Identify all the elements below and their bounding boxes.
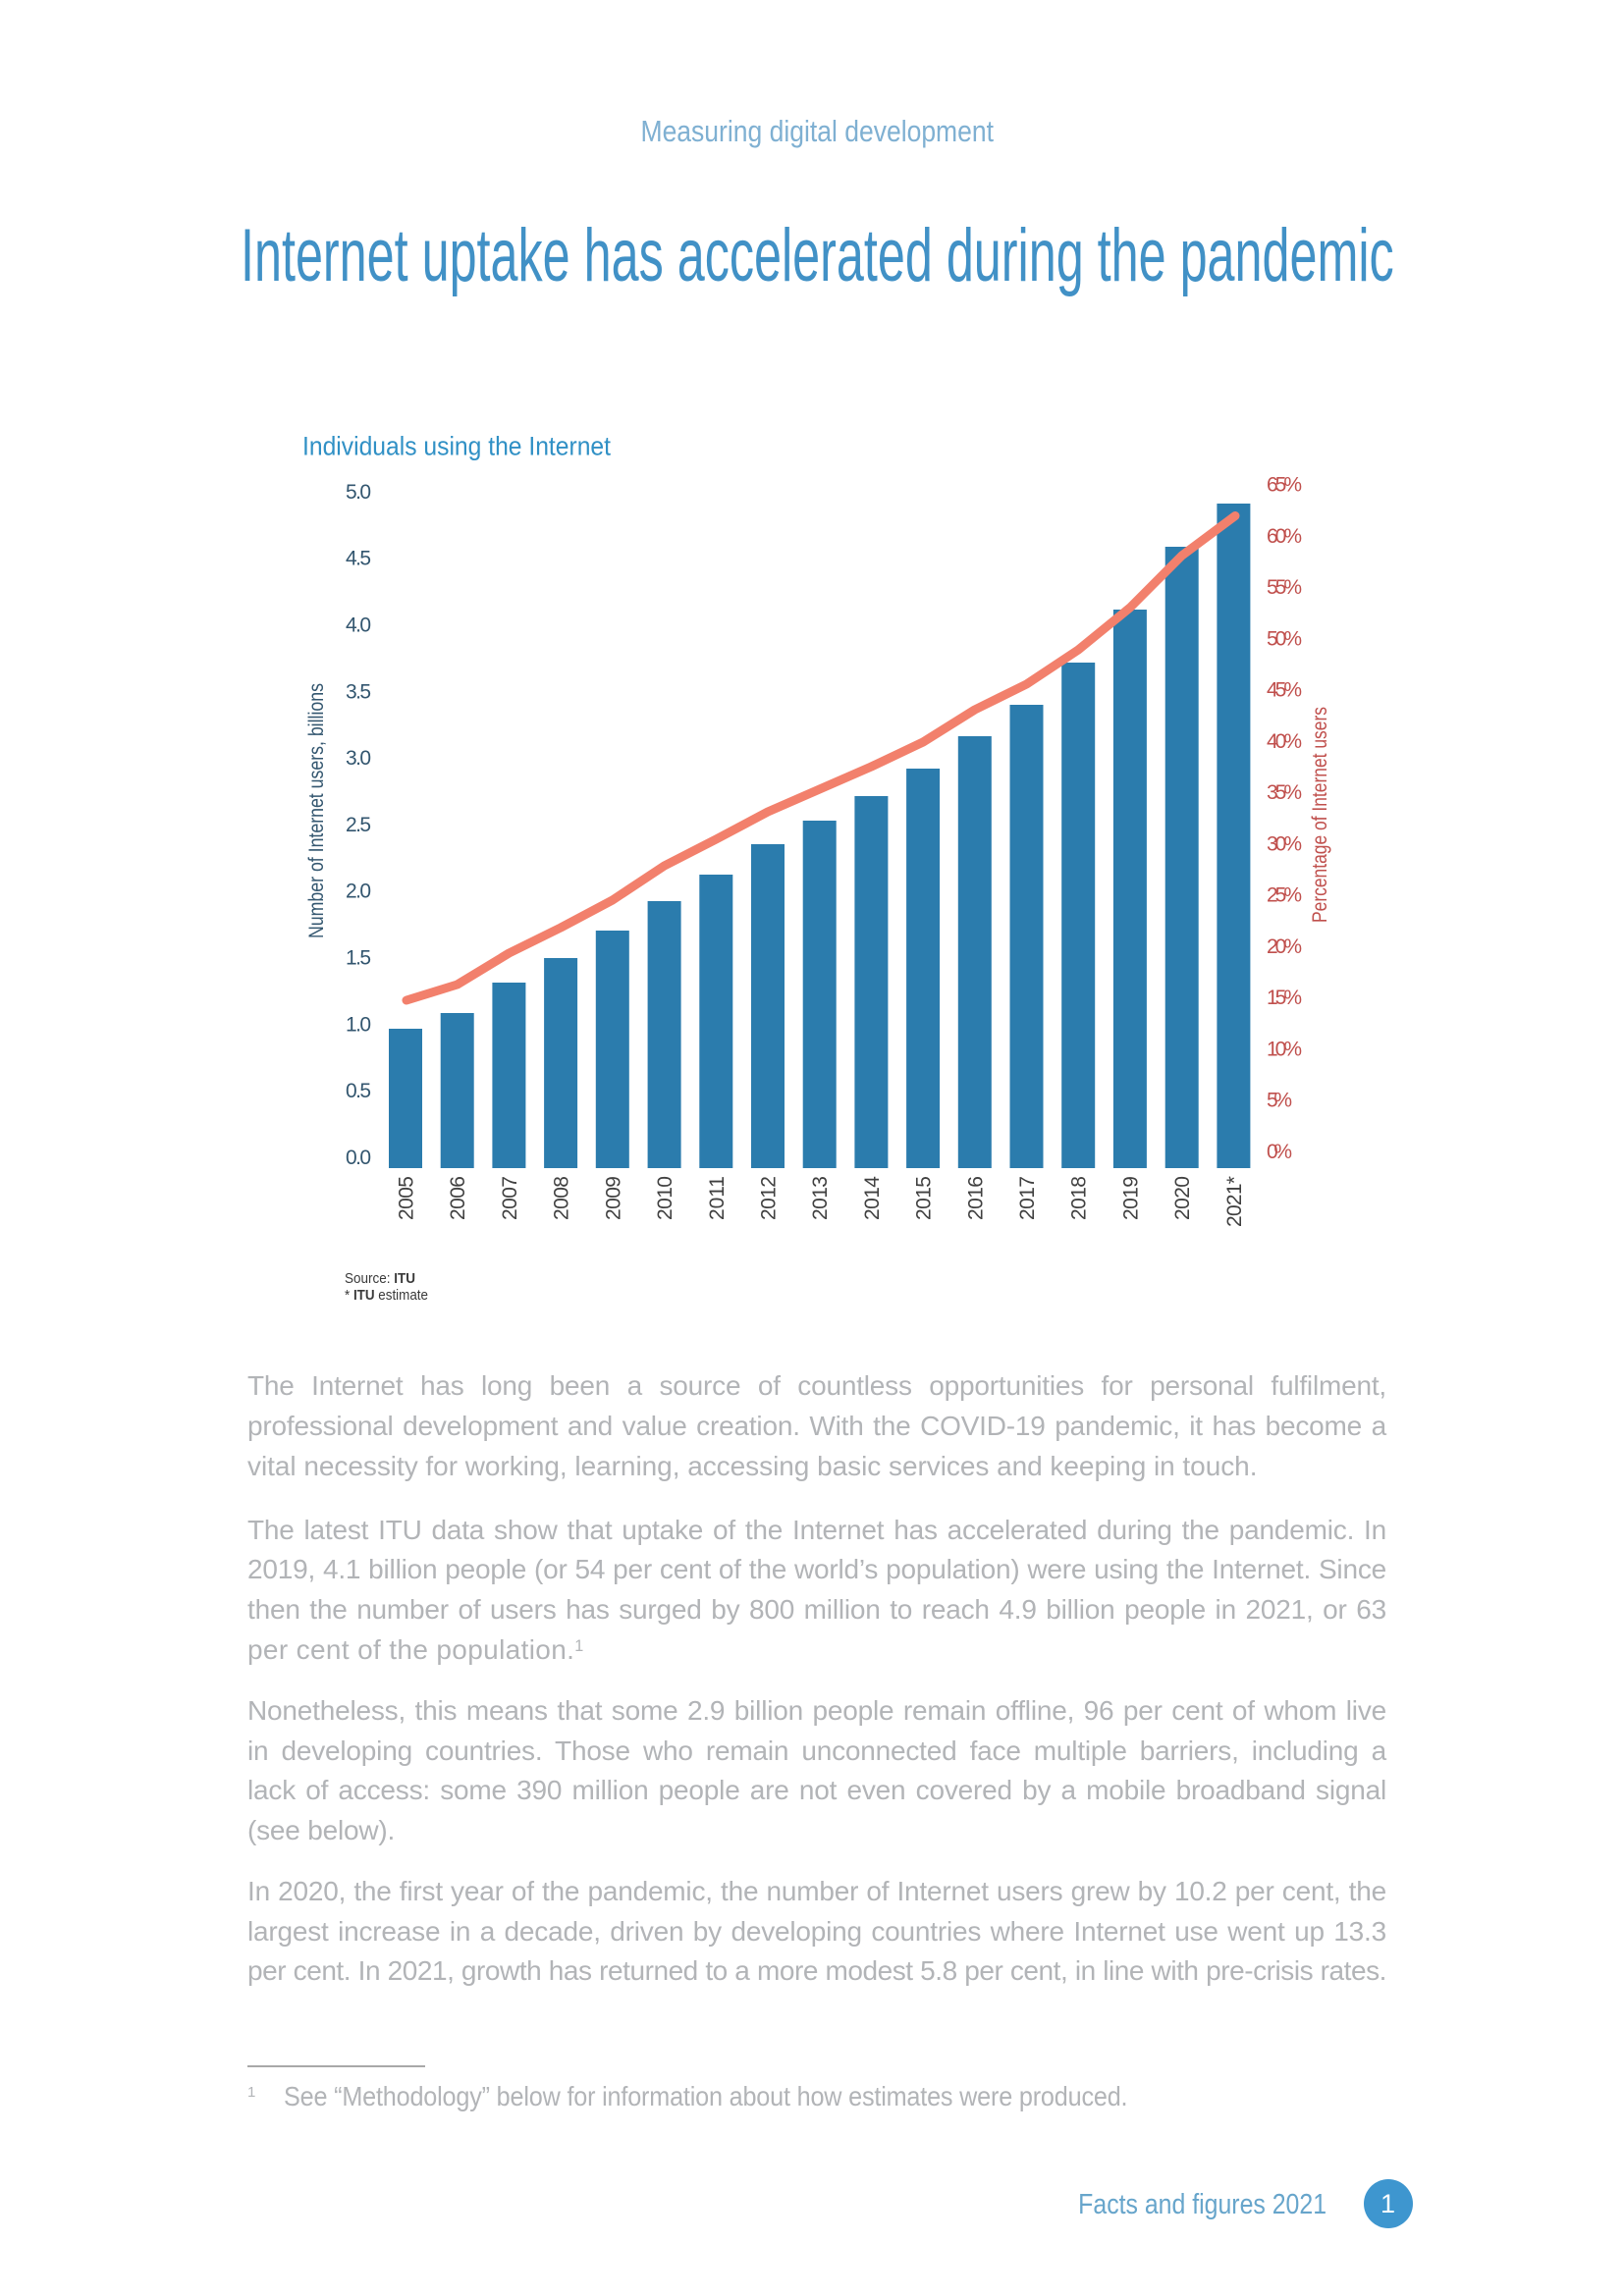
svg-text:2009: 2009 [602,1176,624,1220]
svg-text:60%: 60% [1267,525,1302,548]
svg-text:5.0: 5.0 [346,481,371,504]
svg-text:2012: 2012 [758,1176,781,1220]
svg-text:2021*: 2021* [1223,1176,1246,1227]
svg-text:Individuals using the Internet: Individuals using the Internet [302,432,611,461]
svg-text:35%: 35% [1267,781,1302,804]
svg-text:2016: 2016 [964,1176,987,1220]
svg-text:Number of Internet users, bill: Number of Internet users, billions [305,683,328,938]
svg-text:2007: 2007 [499,1176,521,1220]
svg-text:2011: 2011 [706,1176,729,1220]
svg-text:2008: 2008 [551,1176,573,1220]
svg-text:2006: 2006 [447,1176,469,1220]
svg-text:2.0: 2.0 [346,881,371,903]
svg-text:5%: 5% [1267,1090,1292,1112]
svg-text:50%: 50% [1267,627,1302,650]
svg-text:0.0: 0.0 [346,1147,371,1169]
svg-text:2015: 2015 [913,1176,936,1220]
svg-text:1.5: 1.5 [346,947,371,970]
svg-text:55%: 55% [1267,576,1302,599]
svg-text:30%: 30% [1267,832,1302,855]
svg-text:25%: 25% [1267,884,1302,907]
svg-text:2013: 2013 [809,1176,832,1220]
svg-text:0.5: 0.5 [346,1080,371,1102]
svg-text:45%: 45% [1267,679,1302,702]
svg-text:0%: 0% [1267,1141,1292,1163]
svg-text:65%: 65% [1267,474,1302,497]
svg-text:Percentage of Internet users: Percentage of Internet users [1309,707,1331,923]
svg-text:4.0: 4.0 [346,614,371,637]
svg-text:40%: 40% [1267,730,1302,753]
svg-text:2005: 2005 [396,1176,418,1220]
svg-text:4.5: 4.5 [346,548,371,570]
svg-text:2.5: 2.5 [346,814,371,836]
svg-text:1.0: 1.0 [346,1013,371,1036]
svg-text:2017: 2017 [1016,1176,1039,1220]
svg-text:20%: 20% [1267,935,1302,958]
svg-text:Source: ITU: Source: ITU [345,1271,415,1287]
svg-text:2019: 2019 [1119,1176,1142,1220]
svg-text:2018: 2018 [1068,1176,1091,1220]
svg-text:3.0: 3.0 [346,747,371,770]
svg-text:2020: 2020 [1171,1176,1194,1220]
svg-text:15%: 15% [1267,987,1302,1009]
svg-text:3.5: 3.5 [346,680,371,703]
svg-text:2014: 2014 [861,1176,884,1220]
svg-text:10%: 10% [1267,1038,1302,1060]
svg-text:* ITU estimate: * ITU estimate [345,1288,428,1304]
svg-text:2010: 2010 [654,1176,677,1220]
